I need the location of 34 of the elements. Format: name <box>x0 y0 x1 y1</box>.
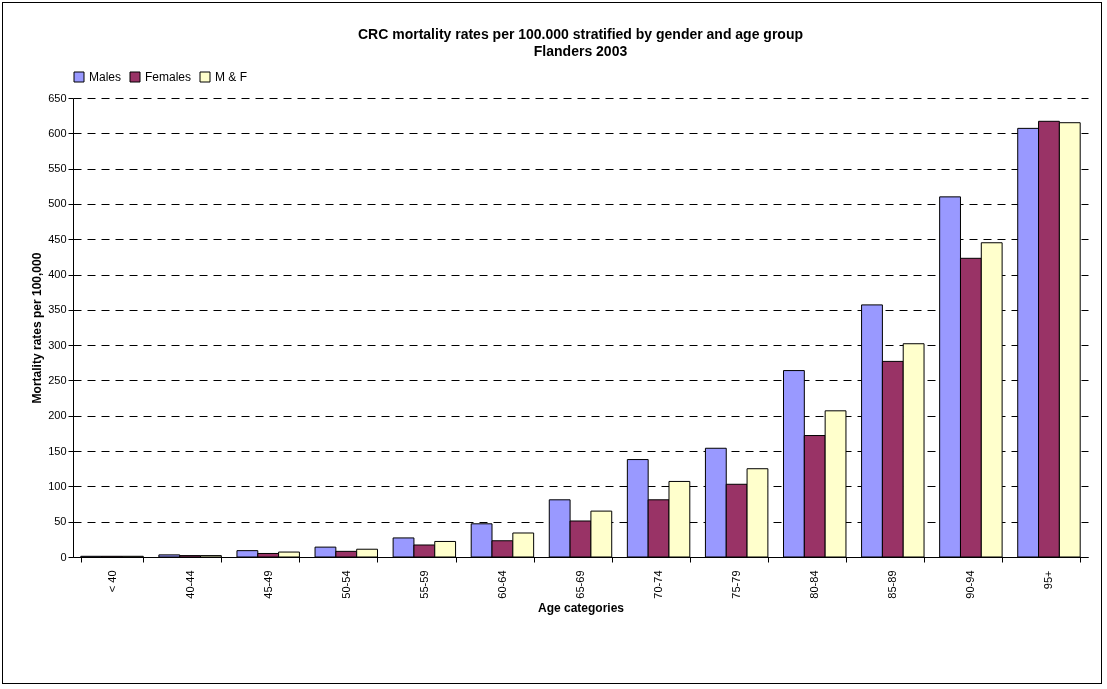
y-tick-label: 500 <box>48 197 67 210</box>
y-tick-label: 200 <box>48 409 67 422</box>
x-tick-label: 60-64 <box>495 570 508 599</box>
x-tick-label: 50-54 <box>339 570 352 599</box>
y-tick-label: 350 <box>48 303 67 316</box>
x-tick-label: 80-84 <box>808 570 821 599</box>
y-tick-label: 100 <box>48 479 67 492</box>
y-tick-label: 0 <box>60 550 67 563</box>
x-tick-label: 40-44 <box>183 570 196 599</box>
y-tick-label: 50 <box>54 515 67 528</box>
chart-subtitle: Flanders 2003 <box>533 43 628 59</box>
y-tick-label: 650 <box>48 91 67 104</box>
x-tick-label: 70-74 <box>652 570 665 599</box>
y-tick-label: 600 <box>48 126 67 139</box>
x-tick-label: 90-94 <box>964 570 977 599</box>
x-tick-label: 85-89 <box>886 570 899 599</box>
y-tick-label: 300 <box>48 338 67 351</box>
x-tick-label: < 40 <box>105 570 118 593</box>
y-tick-label: 550 <box>48 162 67 175</box>
y-tick-label: 450 <box>48 232 67 245</box>
legend-label: Males <box>89 70 122 84</box>
y-tick-label: 150 <box>48 444 67 457</box>
legend-label: M & F <box>215 70 247 84</box>
x-tick-label: 75-79 <box>730 570 743 599</box>
x-tick-label: 95+ <box>1042 570 1055 590</box>
chart-title: CRC mortality rates per 100.000 stratified by gender and age group <box>357 26 804 42</box>
y-tick-label: 400 <box>48 268 67 281</box>
x-tick-label: 55-59 <box>417 570 430 599</box>
x-tick-label: 45-49 <box>261 570 274 599</box>
x-axis-title: Age categories <box>537 600 625 615</box>
y-axis-title: Mortality rates per 100,000 <box>30 252 45 404</box>
legend-label: Females <box>145 70 192 84</box>
x-tick-label: 65-69 <box>574 570 586 599</box>
y-tick-label: 250 <box>48 373 67 386</box>
